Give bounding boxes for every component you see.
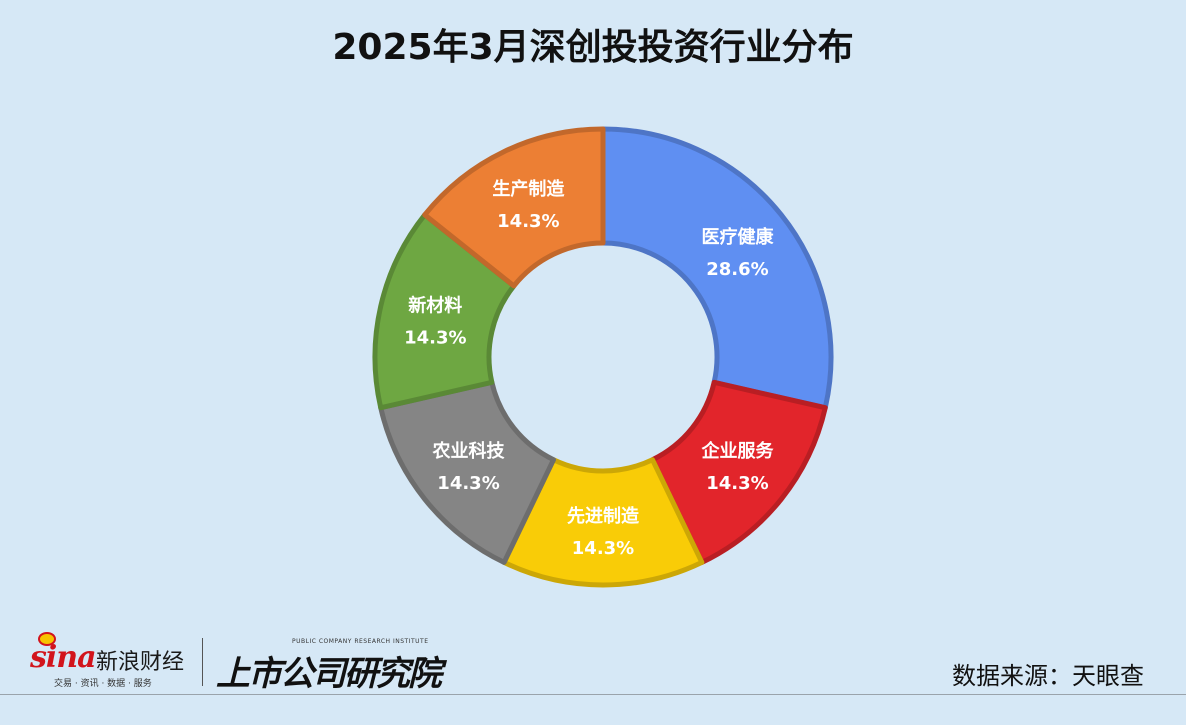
slice-0 bbox=[600, 126, 834, 411]
slice-1 bbox=[649, 379, 828, 565]
institute-name: 上市公司研究院 bbox=[216, 654, 442, 694]
slice-value-0: 28.6% bbox=[706, 259, 768, 280]
slice-5 bbox=[422, 126, 606, 289]
slice-label-5: 生产制造 bbox=[492, 178, 564, 200]
brand-divider bbox=[202, 638, 203, 686]
data-source: 数据来源：天眼查 bbox=[952, 662, 1144, 690]
slice-2 bbox=[501, 457, 705, 588]
slice-label-2: 先进制造 bbox=[567, 505, 639, 527]
sina-finance-tagline: 交易 · 资讯 · 数据 · 服务 bbox=[54, 679, 152, 689]
slice-value-4: 14.3% bbox=[404, 328, 466, 349]
slice-label-1: 企业服务 bbox=[700, 440, 774, 462]
institute-english-name: PUBLIC COMPANY RESEARCH INSTITUTE bbox=[292, 638, 429, 645]
slice-label-0: 医疗健康 bbox=[701, 226, 774, 248]
footer-divider bbox=[0, 694, 1186, 695]
chart-title: 2025年3月深创投投资行业分布 bbox=[332, 27, 854, 68]
slice-value-2: 14.3% bbox=[572, 538, 634, 559]
slice-label-3: 农业科技 bbox=[432, 440, 506, 462]
donut-labels: 医疗健康 28.6% 企业服务 14.3% 先进制造 14.3% 农业科技 14.3% 新材料 1… bbox=[404, 178, 774, 559]
sina-logo: sina bbox=[30, 640, 97, 675]
sina-eye-icon bbox=[38, 632, 56, 646]
slice-value-3: 14.3% bbox=[437, 473, 499, 494]
slice-label-4: 新材料 bbox=[408, 295, 462, 317]
sina-finance-name: 新浪财经 bbox=[96, 650, 185, 675]
slice-4 bbox=[372, 212, 517, 411]
donut-slices bbox=[372, 126, 834, 588]
slice-3 bbox=[378, 379, 557, 565]
slice-value-1: 14.3% bbox=[706, 473, 768, 494]
slice-value-5: 14.3% bbox=[497, 211, 559, 232]
